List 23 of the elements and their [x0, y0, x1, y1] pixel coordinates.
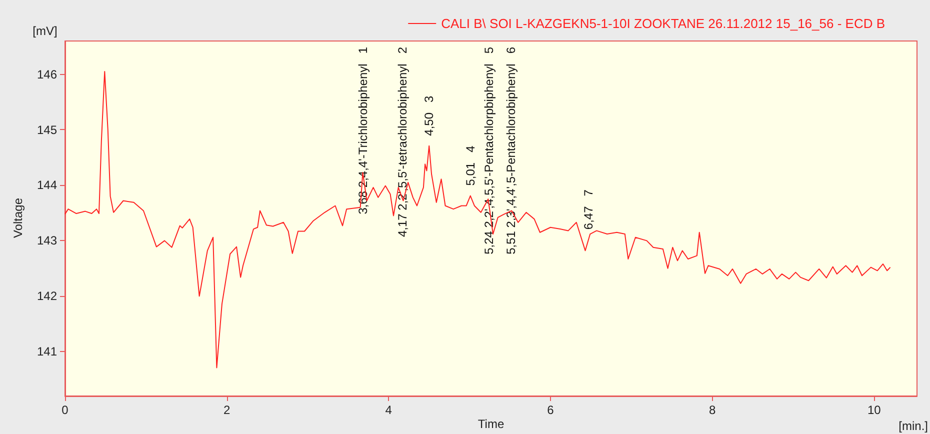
- annotation: 4,17 2,2',5,5'-tetrachlorobiphenyl 2: [395, 46, 410, 238]
- y-tick-label: 141: [36, 344, 58, 359]
- x-tick-label: 0: [62, 403, 69, 417]
- x-tick-label: 6: [547, 403, 554, 417]
- y-tick-label: 144: [36, 178, 58, 192]
- x-axis-title: Time: [478, 417, 504, 431]
- y-tick-label: 145: [36, 122, 58, 137]
- y-tick-label: 146: [36, 67, 58, 82]
- y-tick-label: 143: [36, 234, 58, 248]
- text: [mV]: [32, 24, 58, 38]
- legend-label: CALI B\ SOI L-KAZGEKN5-1-10I ZOOKTANE 26.11.2012 15_16_56 - ECD B: [441, 16, 886, 31]
- x-tick-label: 10: [867, 403, 882, 417]
- annotation: 5,01 4: [463, 145, 478, 186]
- y-tick-label: 142: [36, 289, 58, 304]
- y-axis-title: Voltage: [11, 198, 25, 238]
- annotation: 4,50 3: [422, 95, 436, 136]
- x-tick-label: 8: [708, 403, 716, 417]
- annotation: 5,51 2,3',4,4',5-Pentachlorobiphenyl 6: [504, 46, 518, 254]
- x-tick-label: 2: [223, 403, 230, 417]
- text: [min.]: [898, 419, 928, 433]
- x-tick-label: 4: [385, 403, 392, 417]
- annotation: 6,47 7: [582, 189, 596, 230]
- annotation: 5,24 2,2',4,5,5'-Pentachlorpbiphenyl 5: [482, 46, 496, 254]
